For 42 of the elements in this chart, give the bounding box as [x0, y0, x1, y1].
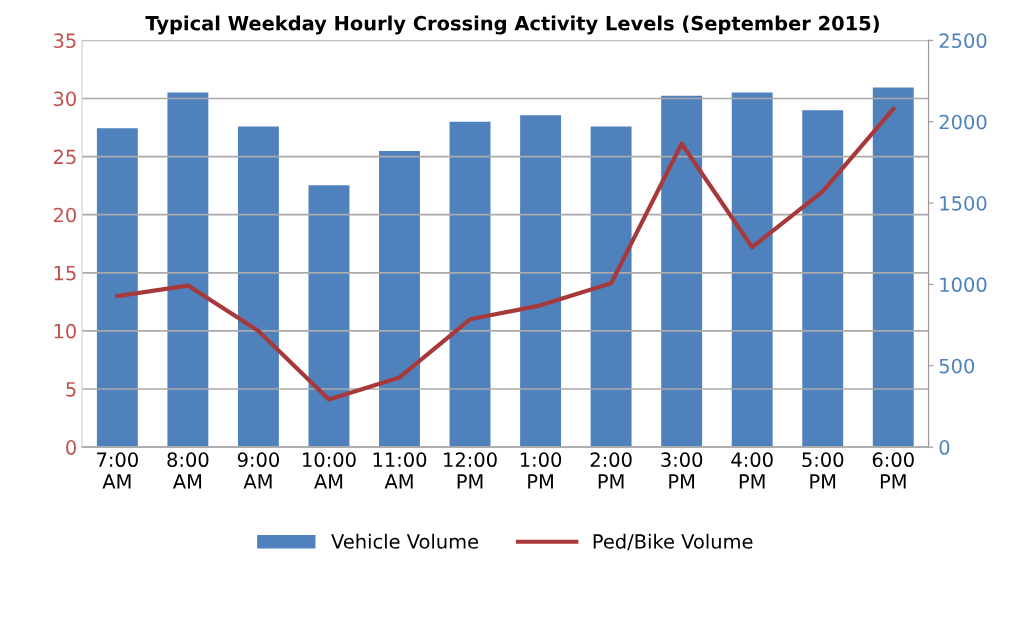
bar — [96, 128, 138, 448]
x-tick-label: 2:00 PM — [590, 452, 632, 489]
x-tick-label: 1:00 PM — [520, 452, 562, 489]
y-tick-label: 5 — [66, 382, 76, 397]
legend-label: Vehicle Volume — [331, 533, 479, 549]
x-tick-label: 9:00 AM — [237, 452, 279, 489]
x-tick-label: 6:00 PM — [872, 452, 914, 489]
y-tick-label: 10 — [54, 323, 76, 339]
y-tick-label: 20 — [53, 207, 76, 223]
x-tick-label: 3:00 PM — [661, 452, 703, 489]
x-tick-label: 7:00 AM — [97, 452, 138, 489]
bar — [308, 185, 350, 448]
y2-tick-label: 1500 — [940, 196, 987, 211]
x-tick-label: 12:00 PM — [444, 452, 497, 489]
bar — [167, 92, 209, 448]
x-tick-label: 5:00 PM — [802, 452, 844, 489]
y2-tick-label: 500 — [939, 358, 975, 374]
y-tick-label: 25 — [53, 149, 76, 165]
y2-tick-label: 2000 — [939, 114, 987, 130]
x-tick-label: 10:00 AM — [303, 452, 356, 489]
y2-tick-label: 1000 — [940, 277, 987, 293]
bar — [237, 126, 279, 448]
y-tick-label: 35 — [53, 33, 76, 49]
y2-tick-label: 0 — [939, 440, 950, 455]
chart-title: Typical Weekday Hourly Crossing Activity Levels (September 2015) — [145, 15, 879, 35]
bar — [449, 121, 491, 448]
y-tick-label: 15 — [54, 266, 76, 281]
y-tick-label: 0 — [66, 440, 76, 455]
bar — [590, 126, 632, 448]
bar — [802, 110, 844, 448]
x-tick-label: 11:00 AM — [373, 452, 427, 489]
bar — [731, 92, 773, 448]
x-tick-label: 4:00 PM — [731, 452, 773, 489]
y-tick-label: 30 — [53, 91, 76, 107]
y2-tick-label: 2500 — [939, 33, 987, 49]
x-tick-label: 8:00 AM — [167, 452, 209, 489]
bar — [520, 115, 562, 448]
legend-label: Ped/Bike Volume — [593, 533, 753, 551]
bar — [661, 95, 703, 448]
bar — [379, 151, 420, 448]
bar — [872, 87, 914, 448]
line-series — [115, 106, 896, 402]
